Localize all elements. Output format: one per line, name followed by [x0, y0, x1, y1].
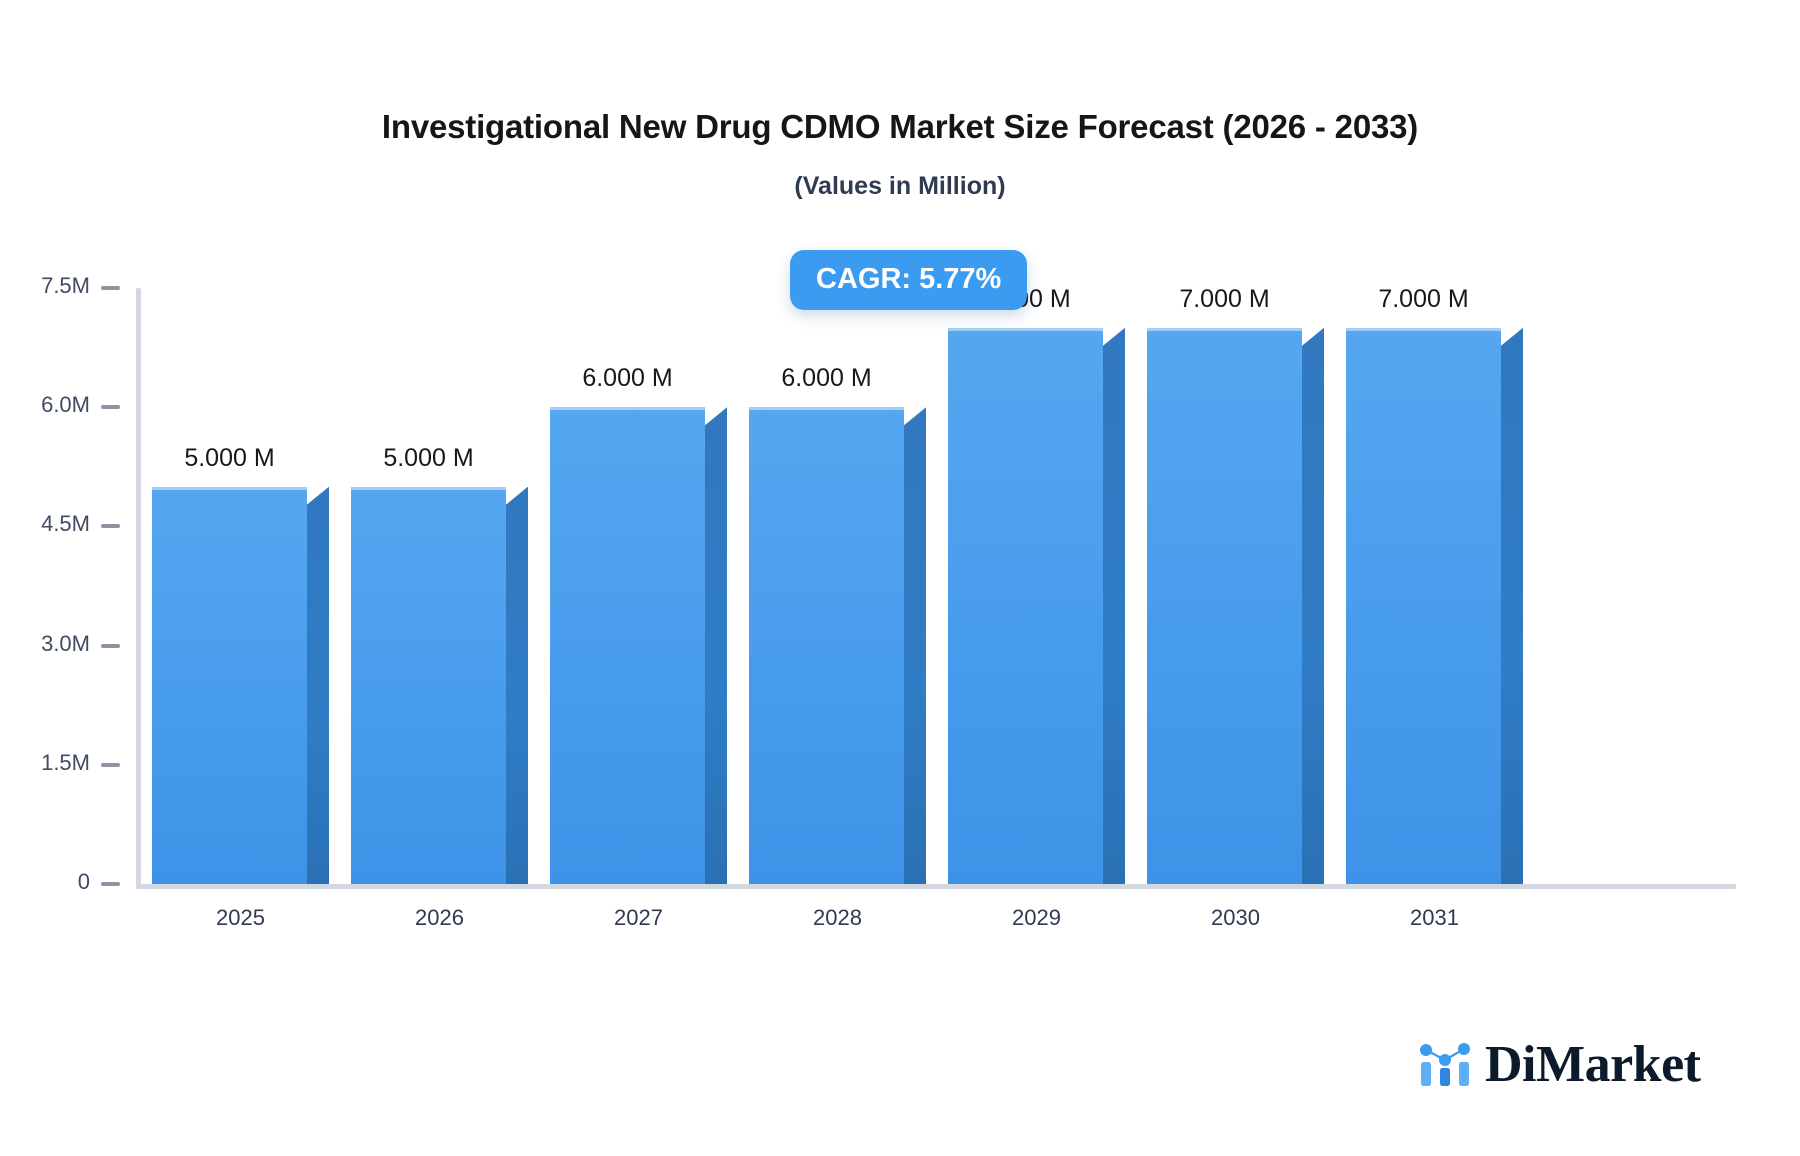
- bar-column[interactable]: [948, 327, 1125, 884]
- page-title: Investigational New Drug CDMO Market Siz…: [381, 108, 1419, 145]
- bar-column[interactable]: [550, 407, 727, 884]
- bar-front-face: [351, 486, 506, 884]
- bar-top-highlight: [152, 486, 307, 490]
- bar-value-label: 5.000 M: [184, 443, 275, 472]
- x-axis-line: [136, 884, 1736, 889]
- y-tick-mark: [101, 405, 120, 410]
- x-tick-label: 2027: [614, 905, 663, 930]
- bar-top-highlight: [749, 407, 904, 411]
- bar-side-face: [506, 486, 528, 884]
- bar-side-face: [1501, 327, 1523, 884]
- x-tick-label: 2031: [1410, 905, 1459, 930]
- brand-logo: DiMarket: [1418, 1036, 1701, 1093]
- bar-column[interactable]: [749, 407, 926, 884]
- y-axis-line: [136, 288, 141, 888]
- bar-column[interactable]: [351, 486, 528, 884]
- bar-top-highlight: [1147, 327, 1302, 331]
- cagr-badge: CAGR: 5.77%: [790, 250, 1028, 311]
- y-tick-label: 3.0M: [41, 630, 90, 656]
- x-tick-label: 2028: [813, 905, 862, 930]
- bar-value-label: 6.000 M: [781, 364, 872, 393]
- y-tick-label: 4.5M: [41, 511, 90, 537]
- bar-value-label: 7.000 M: [1179, 284, 1270, 313]
- y-tick-label: 7.5M: [41, 273, 90, 298]
- y-tick-mark: [101, 524, 120, 529]
- logo-wordmark: DiMarket: [1485, 1036, 1701, 1093]
- bar-column[interactable]: [1346, 327, 1523, 884]
- bar-top-highlight: [948, 327, 1103, 331]
- y-tick-mark: [101, 882, 120, 886]
- bar-top-highlight: [550, 407, 705, 411]
- bar-side-face: [705, 407, 727, 884]
- bar-top-highlight: [351, 486, 506, 490]
- y-tick-label: 6.0M: [41, 392, 90, 418]
- bar-column[interactable]: [152, 486, 329, 884]
- bar-side-face: [1103, 327, 1125, 884]
- x-tick-label: 2025: [216, 905, 265, 930]
- bar-top-highlight: [1346, 327, 1501, 331]
- bar-side-face: [1302, 327, 1324, 884]
- y-tick-label: 0: [77, 869, 90, 894]
- bar-side-face: [904, 407, 926, 884]
- x-tick-label: 2029: [1012, 905, 1061, 930]
- bar-column[interactable]: [1147, 327, 1324, 884]
- bar-chart-trend-icon: [1418, 1038, 1472, 1092]
- y-tick-mark: [101, 762, 120, 767]
- bar-side-face: [307, 486, 329, 884]
- page-subtitle: (Values in Million): [794, 172, 1006, 200]
- bar-front-face: [550, 407, 705, 884]
- x-tick-label: 2030: [1211, 905, 1260, 930]
- y-tick-label: 1.5M: [41, 749, 90, 775]
- bar-front-face: [1147, 327, 1302, 884]
- y-tick-mark: [101, 286, 120, 290]
- bar-front-face: [152, 486, 307, 884]
- bar-value-label: 6.000 M: [582, 364, 673, 393]
- bar-front-face: [749, 407, 904, 884]
- bar-front-face: [948, 327, 1103, 884]
- x-tick-label: 2026: [415, 905, 464, 930]
- bar-value-label: 5.000 M: [383, 443, 474, 472]
- bar-front-face: [1346, 327, 1501, 884]
- y-tick-mark: [101, 643, 120, 648]
- bar-value-label: 7.000 M: [1378, 284, 1469, 313]
